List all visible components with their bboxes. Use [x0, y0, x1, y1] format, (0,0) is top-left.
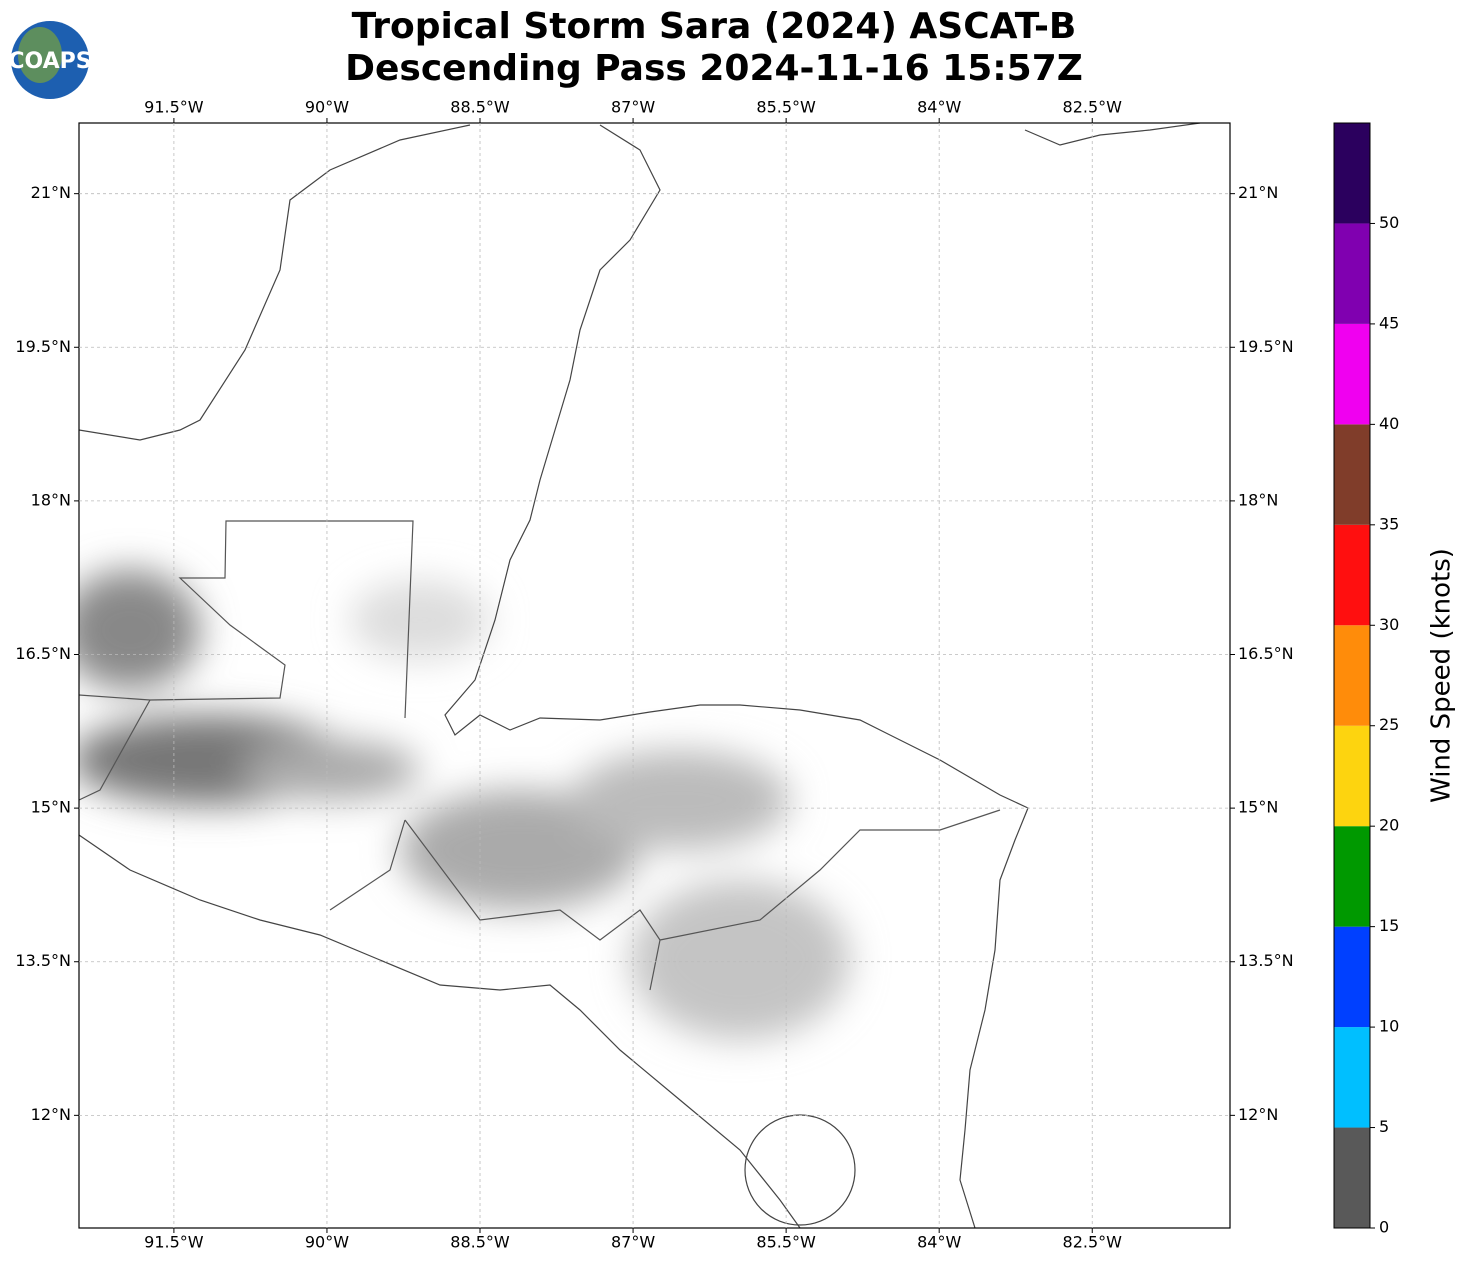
y-tick-label: 18°N: [1238, 490, 1278, 509]
colorbar-tick-label: 35: [1379, 514, 1399, 533]
y-tick-label: 13.5°N: [1238, 951, 1294, 970]
map-frame: [78, 122, 1231, 1229]
colorbar-segment: [1334, 625, 1370, 726]
border: [79, 520, 414, 719]
border: [79, 699, 1001, 991]
x-tick-label: 85.5°W: [756, 1233, 816, 1252]
y-tick-label: 16.5°N: [1238, 644, 1294, 663]
x-tick-label: 91.5°W: [144, 1233, 204, 1252]
x-tick-label: 82.5°W: [1063, 98, 1123, 117]
coastline: [1024, 123, 1201, 146]
map-layers: [79, 123, 1201, 1228]
title: Tropical Storm Sara (2024) ASCAT-B: [352, 6, 1077, 47]
colorbar-segment: [1334, 223, 1370, 324]
y-tick-label: 15°N: [31, 798, 71, 817]
y-tick-label: 12°N: [1238, 1105, 1278, 1124]
y-tick-label: 21°N: [31, 183, 71, 202]
terrain: [79, 570, 850, 1040]
colorbar-segment: [1334, 123, 1370, 224]
logo: COAPS: [8, 21, 92, 99]
x-tick-label: 88.5°W: [450, 1233, 510, 1252]
colorbar-tick-label: 25: [1379, 715, 1399, 734]
y-tick-label: 16.5°N: [15, 644, 71, 663]
colorbar-segment: [1334, 826, 1370, 927]
lake: [744, 1114, 856, 1226]
colorbar-label: Wind Speed (knots): [1427, 548, 1457, 803]
x-tick-label: 88.5°W: [450, 98, 510, 117]
y-tick-label: 21°N: [1238, 183, 1278, 202]
coastline: [79, 124, 471, 441]
colorbar-segment: [1334, 926, 1370, 1028]
colorbar-tick-label: 0: [1379, 1218, 1389, 1237]
colorbar-tick-label: 10: [1379, 1017, 1399, 1036]
colorbar-segment: [1334, 424, 1370, 525]
y-tick-label: 18°N: [31, 490, 71, 509]
colorbar-tick-label: 45: [1379, 313, 1399, 332]
colorbar-tick-label: 40: [1379, 414, 1399, 433]
x-tick-label: 90°W: [305, 1233, 349, 1252]
colorbar-segment: [1334, 524, 1370, 626]
logo-text: COAPS: [8, 49, 91, 74]
x-tick-label: 87°W: [611, 1233, 655, 1252]
coastline: [444, 124, 1029, 1228]
colorbar-tick-label: 50: [1379, 213, 1399, 232]
coastline: [79, 834, 801, 1228]
colorbar-segment: [1334, 725, 1370, 827]
x-tick-label: 91.5°W: [144, 98, 204, 117]
colorbar-frame: [1333, 122, 1371, 1229]
y-tick-label: 12°N: [31, 1105, 71, 1124]
colorbar-segment: [1334, 1027, 1370, 1128]
x-tick-label: 84°W: [917, 1233, 961, 1252]
y-tick-label: 19.5°N: [15, 337, 71, 356]
x-tick-label: 82.5°W: [1063, 1233, 1123, 1252]
x-tick-label: 90°W: [305, 98, 349, 117]
colorbar-segment: [1334, 323, 1370, 425]
colorbar-tick-label: 15: [1379, 916, 1399, 935]
x-tick-label: 84°W: [917, 98, 961, 117]
y-tick-label: 13.5°N: [15, 951, 71, 970]
colorbar-tick-label: 20: [1379, 816, 1399, 835]
colorbar-tick-label: 5: [1379, 1117, 1389, 1136]
y-tick-label: 19.5°N: [1238, 337, 1294, 356]
subtitle: Descending Pass 2024-11-16 15:57Z: [345, 48, 1083, 89]
y-tick-label: 15°N: [1238, 798, 1278, 817]
x-tick-label: 87°W: [611, 98, 655, 117]
colorbar-segment: [1334, 1127, 1370, 1228]
colorbar-tick-label: 30: [1379, 615, 1399, 634]
x-tick-label: 85.5°W: [756, 98, 816, 117]
